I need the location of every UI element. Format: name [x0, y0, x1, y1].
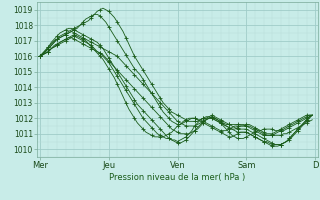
X-axis label: Pression niveau de la mer( hPa ): Pression niveau de la mer( hPa ) [109, 173, 246, 182]
